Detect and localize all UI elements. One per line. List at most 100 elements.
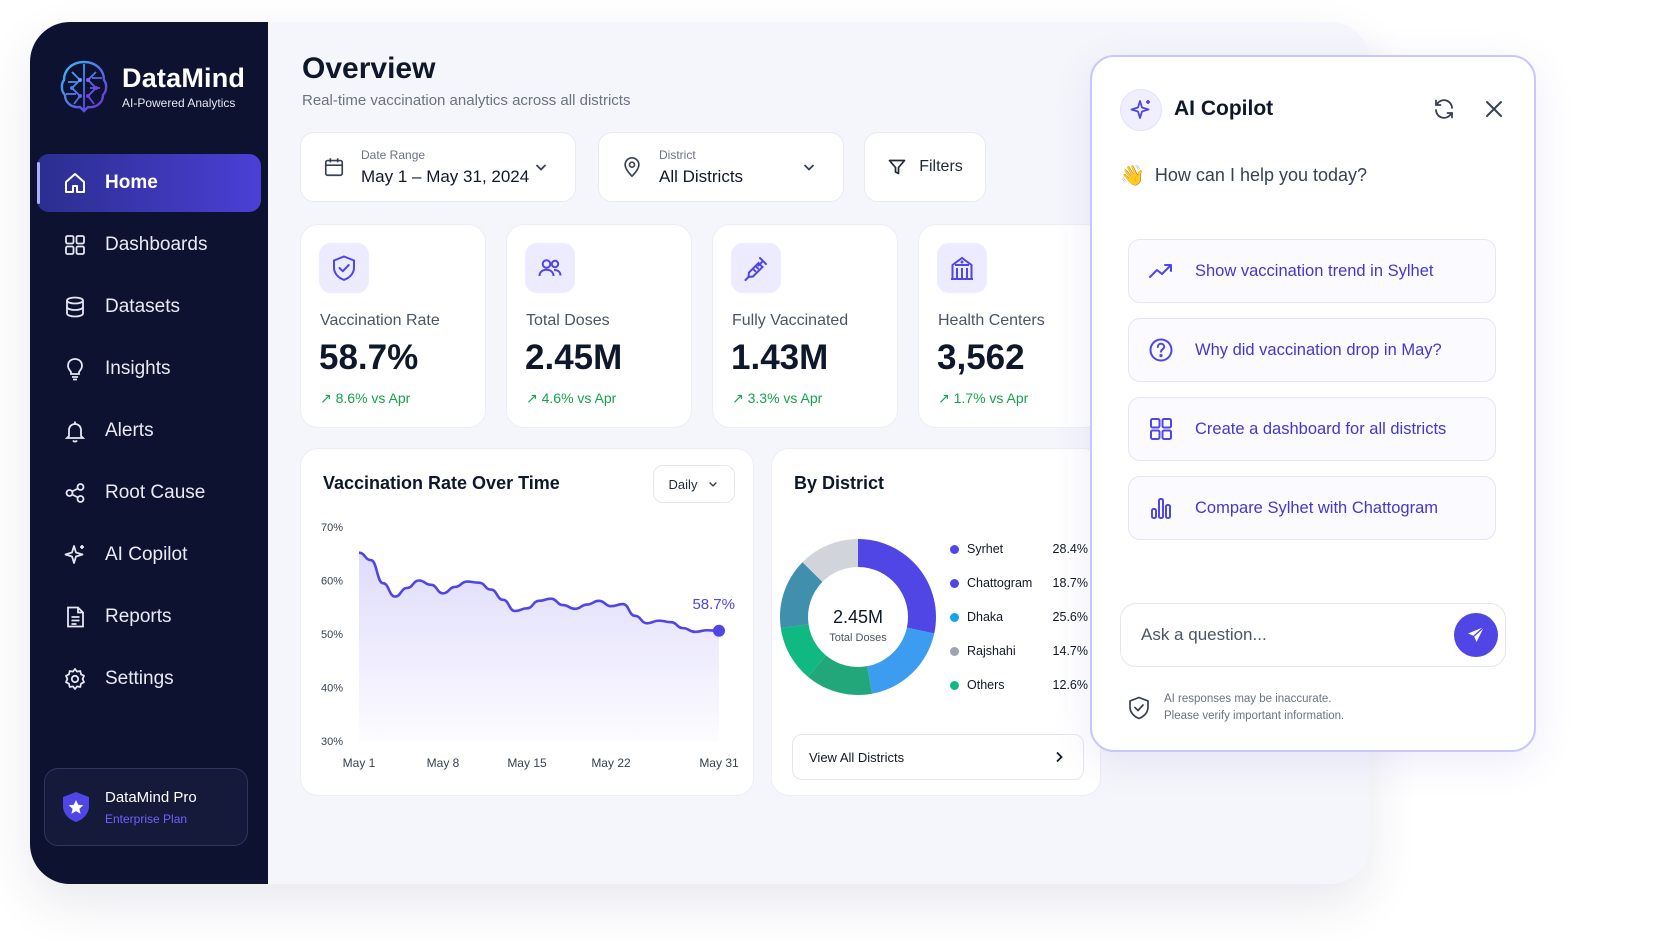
kpi-value: 2.45M: [525, 338, 623, 377]
donut-chart-card: By District 2.45M Total Doses Syrhet 28.4%…: [771, 448, 1101, 796]
sidebar-item-datasets[interactable]: Datasets: [37, 278, 261, 336]
legend-swatch: [950, 646, 959, 656]
close-icon[interactable]: [1482, 97, 1506, 121]
home-icon: [65, 173, 85, 193]
calendar-icon: [324, 158, 344, 177]
arrow-up-right-icon: ↗: [320, 390, 336, 406]
send-button[interactable]: [1454, 613, 1498, 657]
line-end-point[interactable]: [713, 624, 725, 637]
line-end-label: 58.7%: [692, 596, 735, 613]
sidebar-nav: Home Dashboards Datasets Insights Alerts…: [37, 154, 261, 712]
donut-slice[interactable]: [807, 655, 873, 695]
copilot-avatar: [1120, 89, 1162, 131]
ask-question-input[interactable]: Ask a question...: [1120, 603, 1506, 667]
donut-center-value: 2.45M: [833, 607, 883, 627]
sidebar-item-label: Insights: [105, 358, 171, 379]
suggestion-compare[interactable]: Compare Sylhet with Chattogram: [1128, 476, 1496, 540]
y-tick-label: 50%: [321, 629, 343, 641]
legend-swatch: [950, 612, 959, 622]
lightbulb-icon: [67, 358, 83, 381]
kpi-delta: ↗ 8.6% vs Apr: [320, 390, 410, 407]
x-tick-label: May 1: [343, 756, 376, 770]
legend-item[interactable]: Others 12.6%: [950, 675, 1088, 695]
brand[interactable]: DataMind AI-Powered Analytics: [58, 58, 245, 114]
donut-slice[interactable]: [867, 627, 935, 694]
donut-slice[interactable]: [780, 562, 823, 629]
x-tick-label: May 8: [427, 756, 460, 770]
kpi-label: Fully Vaccinated: [732, 312, 849, 329]
legend-item[interactable]: Chattogram 18.7%: [950, 573, 1088, 593]
main-content: Overview Real-time vaccination analytics…: [268, 22, 1370, 884]
kpi-delta-text: 3.3% vs Apr: [747, 390, 823, 406]
arrow-up-right-icon: ↗: [526, 390, 542, 406]
view-all-districts-button[interactable]: View All Districts: [792, 734, 1084, 780]
page-subtitle: Real-time vaccination analytics across a…: [302, 92, 631, 109]
district-filter[interactable]: District All Districts: [598, 132, 844, 202]
kpi-icon-box: [319, 243, 369, 293]
legend-value: 18.7%: [1052, 576, 1088, 590]
kpi-icon-box: [937, 243, 987, 293]
filters-button[interactable]: Filters: [864, 132, 986, 202]
suggestion-why-drop[interactable]: Why did vaccination drop in May?: [1128, 318, 1496, 382]
ai-copilot-panel: AI Copilot 👋 How can I help you today? S…: [1090, 55, 1536, 752]
legend-swatch: [950, 680, 959, 690]
donut-slice[interactable]: [858, 539, 936, 634]
sidebar-item-label: Settings: [105, 668, 174, 689]
sidebar-item-alerts[interactable]: Alerts: [37, 402, 261, 460]
x-tick-label: May 31: [699, 756, 739, 770]
greeting-text: How can I help you today?: [1154, 165, 1368, 185]
legend-item[interactable]: Dhaka 25.6%: [950, 607, 1088, 627]
legend-swatch: [950, 544, 959, 554]
granularity-select[interactable]: Daily: [653, 465, 735, 503]
legend-swatch: [950, 578, 959, 588]
kpi-delta: ↗ 4.6% vs Apr: [526, 390, 616, 407]
kpi-delta: ↗ 1.7% vs Apr: [938, 390, 1028, 407]
brain-logo-icon: [60, 60, 108, 113]
chevron-down-icon: [709, 482, 718, 487]
suggestion-create-dashboard[interactable]: Create a dashboard for all districts: [1128, 397, 1496, 461]
legend-item[interactable]: Syrhet 28.4%: [950, 539, 1088, 559]
bar-chart-icon: [1151, 498, 1171, 519]
sidebar-item-dashboards[interactable]: Dashboards: [37, 216, 261, 274]
star-shield-icon: [63, 792, 89, 822]
sidebar-item-ai-copilot[interactable]: AI Copilot: [37, 526, 261, 584]
line-chart-title: Vaccination Rate Over Time: [323, 473, 560, 493]
sidebar-item-label: Root Cause: [105, 482, 206, 503]
suggestion-show-trend[interactable]: Show vaccination trend in Sylhet: [1128, 239, 1496, 303]
kpi-icon-box: [525, 243, 575, 293]
kpi-card-total-doses[interactable]: Total Doses 2.45M ↗ 4.6% vs Apr: [506, 224, 692, 428]
plan-card[interactable]: DataMind Pro Enterprise Plan: [44, 768, 248, 846]
chevron-down-icon: [803, 164, 815, 171]
kpi-delta-text: 1.7% vs Apr: [953, 390, 1029, 406]
sidebar-item-home[interactable]: Home: [37, 154, 261, 212]
refresh-icon[interactable]: [1432, 97, 1456, 121]
kpi-label: Health Centers: [938, 312, 1045, 329]
plan-subtitle: Enterprise Plan: [105, 811, 188, 826]
sidebar-item-insights[interactable]: Insights: [37, 340, 261, 398]
sidebar-item-settings[interactable]: Settings: [37, 650, 261, 708]
legend-item[interactable]: Rajshahi 14.7%: [950, 641, 1088, 661]
kpi-card-health-centers[interactable]: Health Centers 3,562 ↗ 1.7% vs Apr: [918, 224, 1104, 428]
legend-label: Chattogram: [967, 576, 1033, 590]
kpi-label: Vaccination Rate: [320, 312, 440, 329]
sidebar-item-label: Home: [105, 172, 158, 193]
kpi-value: 1.43M: [731, 338, 829, 377]
kpi-icon-box: [731, 243, 781, 293]
date-range-label: Date Range: [361, 147, 426, 162]
district-value: All Districts: [659, 166, 744, 186]
date-range-filter[interactable]: Date Range May 1 – May 31, 2024: [300, 132, 576, 202]
chevron-down-icon: [535, 164, 547, 171]
suggestion-label: Show vaccination trend in Sylhet: [1195, 261, 1434, 280]
gear-icon: [65, 668, 85, 690]
donut-slice[interactable]: [780, 624, 826, 677]
sidebar-item-reports[interactable]: Reports: [37, 588, 261, 646]
kpi-delta: ↗ 3.3% vs Apr: [732, 390, 822, 407]
kpi-card-vaccination-rate[interactable]: Vaccination Rate 58.7% ↗ 8.6% vs Apr: [300, 224, 486, 428]
copilot-title: AI Copilot: [1174, 97, 1274, 120]
kpi-card-fully-vaccinated[interactable]: Fully Vaccinated 1.43M ↗ 3.3% vs Apr: [712, 224, 898, 428]
sidebar-item-root-cause[interactable]: Root Cause: [37, 464, 261, 522]
donut-slice[interactable]: [802, 539, 858, 582]
sparkle-icon: [64, 545, 84, 564]
donut-hole: [809, 568, 907, 666]
disclaimer-line-2: Please verify important information.: [1164, 710, 1345, 722]
